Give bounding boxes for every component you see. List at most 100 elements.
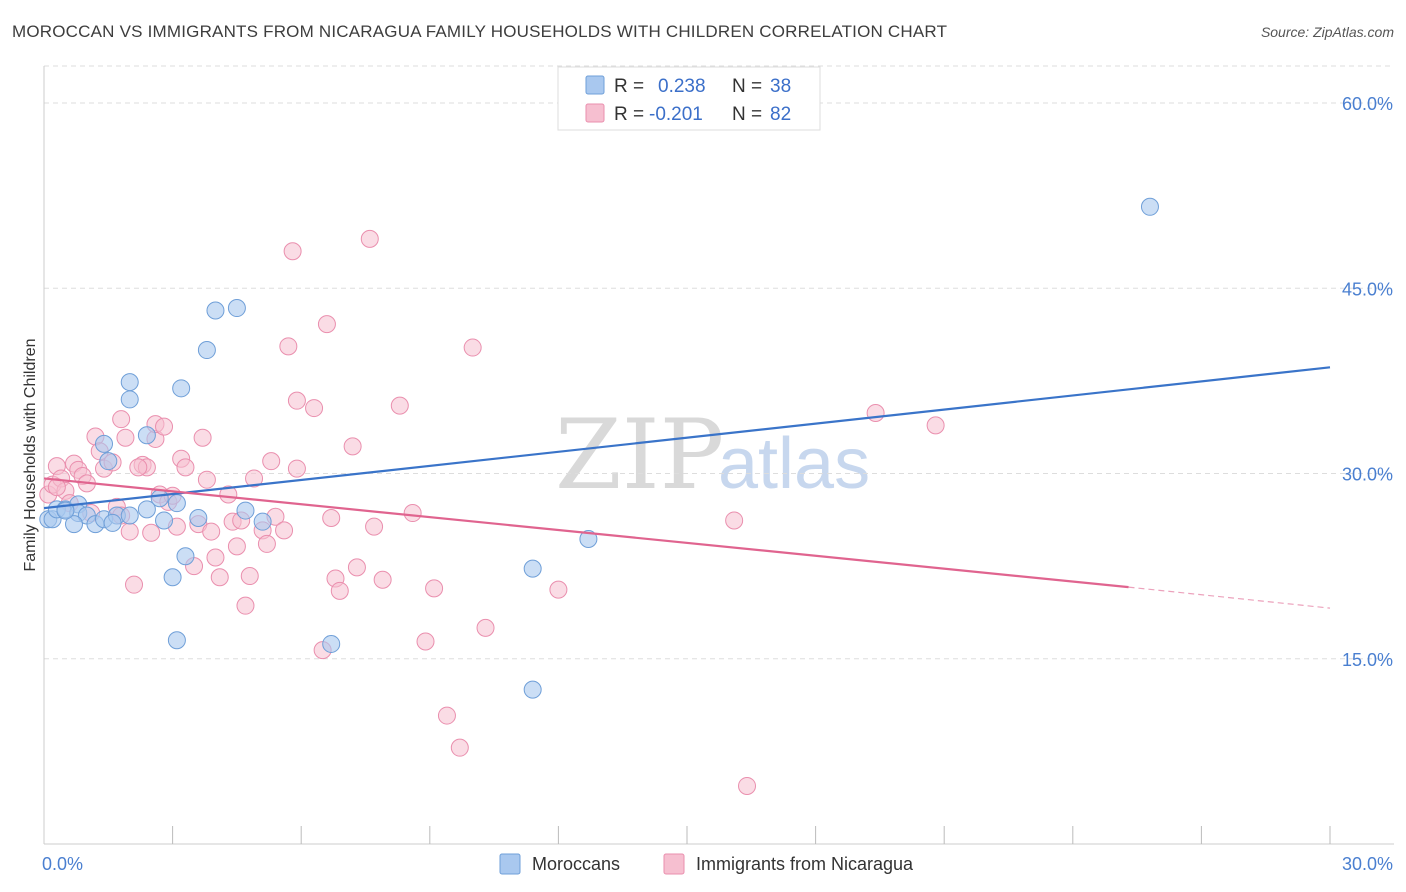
watermark-atlas: atlas [718, 424, 870, 504]
x-ticks: 0.0% 30.0% [42, 826, 1393, 874]
nicaragua-point-66 [373, 570, 392, 589]
y-tick-label-0: 15.0% [1342, 650, 1393, 670]
nicaragua-point-63 [347, 558, 366, 577]
legend-n-label-1: N = [732, 76, 762, 97]
nicaragua-point-74 [476, 618, 495, 637]
legend-n-label-2: N = [732, 104, 762, 125]
moroccan-point-37 [120, 373, 139, 392]
nicaragua-point-81 [129, 458, 148, 477]
trend-lines [43, 366, 1331, 609]
nicaragua-trend-extension [1128, 586, 1331, 609]
moroccan-point-7 [65, 515, 84, 534]
nicaragua-point-56 [305, 399, 324, 418]
nicaragua-point-49 [262, 452, 281, 471]
chart-title: MOROCCAN VS IMMIGRANTS FROM NICARAGUA FA… [12, 22, 948, 41]
legend-r-value-1: 0.238 [658, 76, 706, 97]
legend-r-label-1: R = [614, 76, 644, 97]
nicaragua-point-23 [142, 523, 161, 542]
nicaragua-point-62 [343, 437, 362, 456]
nicaragua-point-32 [176, 458, 195, 477]
nicaragua-point-37 [202, 522, 221, 541]
nicaragua-point-17 [112, 410, 131, 429]
moroccan-point-31 [322, 634, 341, 653]
nicaragua-point-61 [330, 581, 349, 600]
moroccan-point-13 [99, 452, 118, 471]
nicaragua-point-55 [287, 459, 306, 478]
nicaragua-point-46 [245, 469, 264, 488]
moroccan-point-33 [523, 680, 542, 699]
legend-swatch-nicaragua [585, 103, 605, 123]
nicaragua-trend-line [43, 477, 1129, 589]
legend-n-value-1: 38 [770, 76, 791, 97]
moroccan-point-18 [150, 489, 169, 508]
nicaragua-point-53 [283, 242, 302, 261]
nicaragua-point-69 [416, 632, 435, 651]
nicaragua-point-75 [549, 580, 568, 599]
nicaragua-point-54 [287, 391, 306, 410]
moroccan-point-19 [155, 511, 174, 530]
nicaragua-point-67 [390, 396, 409, 415]
stats-legend: R = 0.238 N = 38 R = -0.201 N = 82 [557, 66, 821, 131]
nicaragua-point-36 [197, 470, 216, 489]
nicaragua-point-76 [725, 511, 744, 530]
nicaragua-point-38 [206, 548, 225, 567]
y-axis-label: Family Households with Children [22, 339, 39, 572]
nicaragua-point-18 [116, 428, 135, 447]
moroccan-point-16 [137, 426, 156, 445]
nicaragua-point-65 [365, 517, 384, 536]
nicaragua-point-78 [866, 404, 885, 423]
nicaragua-point-39 [210, 568, 229, 587]
moroccan-point-22 [163, 568, 182, 587]
moroccan-point-20 [167, 494, 186, 513]
nicaragua-point-20 [125, 575, 144, 594]
moroccan-point-26 [206, 301, 225, 320]
moroccan-point-34 [579, 529, 598, 548]
legend-swatch-moroccans [585, 75, 605, 95]
watermark: ZIP atlas [555, 399, 870, 511]
nicaragua-point-72 [450, 738, 469, 757]
moroccan-point-12 [95, 434, 114, 453]
series-legend-label-nicaragua: Immigrants from Nicaragua [696, 854, 914, 874]
moroccan-point-35 [1140, 197, 1159, 216]
nicaragua-point-45 [240, 567, 259, 586]
nicaragua-point-80 [47, 478, 66, 497]
moroccan-point-27 [227, 299, 246, 318]
moroccan-point-14 [120, 390, 139, 409]
moroccan-point-15 [120, 506, 139, 525]
nicaragua-point-52 [279, 337, 298, 356]
x-tick-label-0: 0.0% [42, 854, 83, 874]
series-legend: Moroccans Immigrants from Nicaragua [499, 853, 914, 875]
legend-r-value-2: -0.201 [649, 104, 703, 125]
nicaragua-point-79 [926, 416, 945, 435]
legend-n-value-2: 82 [770, 104, 791, 125]
moroccan-point-28 [236, 501, 255, 520]
y-tick-label-3: 60.0% [1342, 94, 1393, 114]
nicaragua-points [39, 229, 945, 795]
nicaragua-point-68 [403, 504, 422, 523]
moroccan-point-29 [167, 631, 186, 650]
moroccan-point-23 [176, 547, 195, 566]
nicaragua-point-35 [193, 428, 212, 447]
nicaragua-point-48 [257, 534, 276, 553]
moroccan-point-11 [103, 513, 122, 532]
y-tick-label-2: 45.0% [1342, 279, 1393, 299]
nicaragua-point-44 [236, 596, 255, 615]
nicaragua-point-71 [437, 706, 456, 725]
y-tick-label-1: 30.0% [1342, 465, 1393, 485]
moroccan-point-21 [172, 379, 191, 398]
moroccan-point-24 [189, 508, 208, 527]
series-legend-swatch-nicaragua [663, 853, 685, 875]
nicaragua-point-70 [425, 579, 444, 598]
moroccan-point-17 [137, 500, 156, 519]
source-label: Source: ZipAtlas.com [1260, 24, 1394, 40]
nicaragua-point-40 [219, 485, 238, 504]
nicaragua-point-19 [120, 522, 139, 541]
series-legend-swatch-moroccans [499, 853, 521, 875]
nicaragua-point-77 [738, 776, 757, 795]
watermark-zip: ZIP [555, 399, 724, 511]
nicaragua-point-27 [155, 417, 174, 436]
nicaragua-point-58 [317, 315, 336, 334]
moroccan-trend-line [43, 366, 1331, 510]
nicaragua-point-64 [360, 229, 379, 248]
